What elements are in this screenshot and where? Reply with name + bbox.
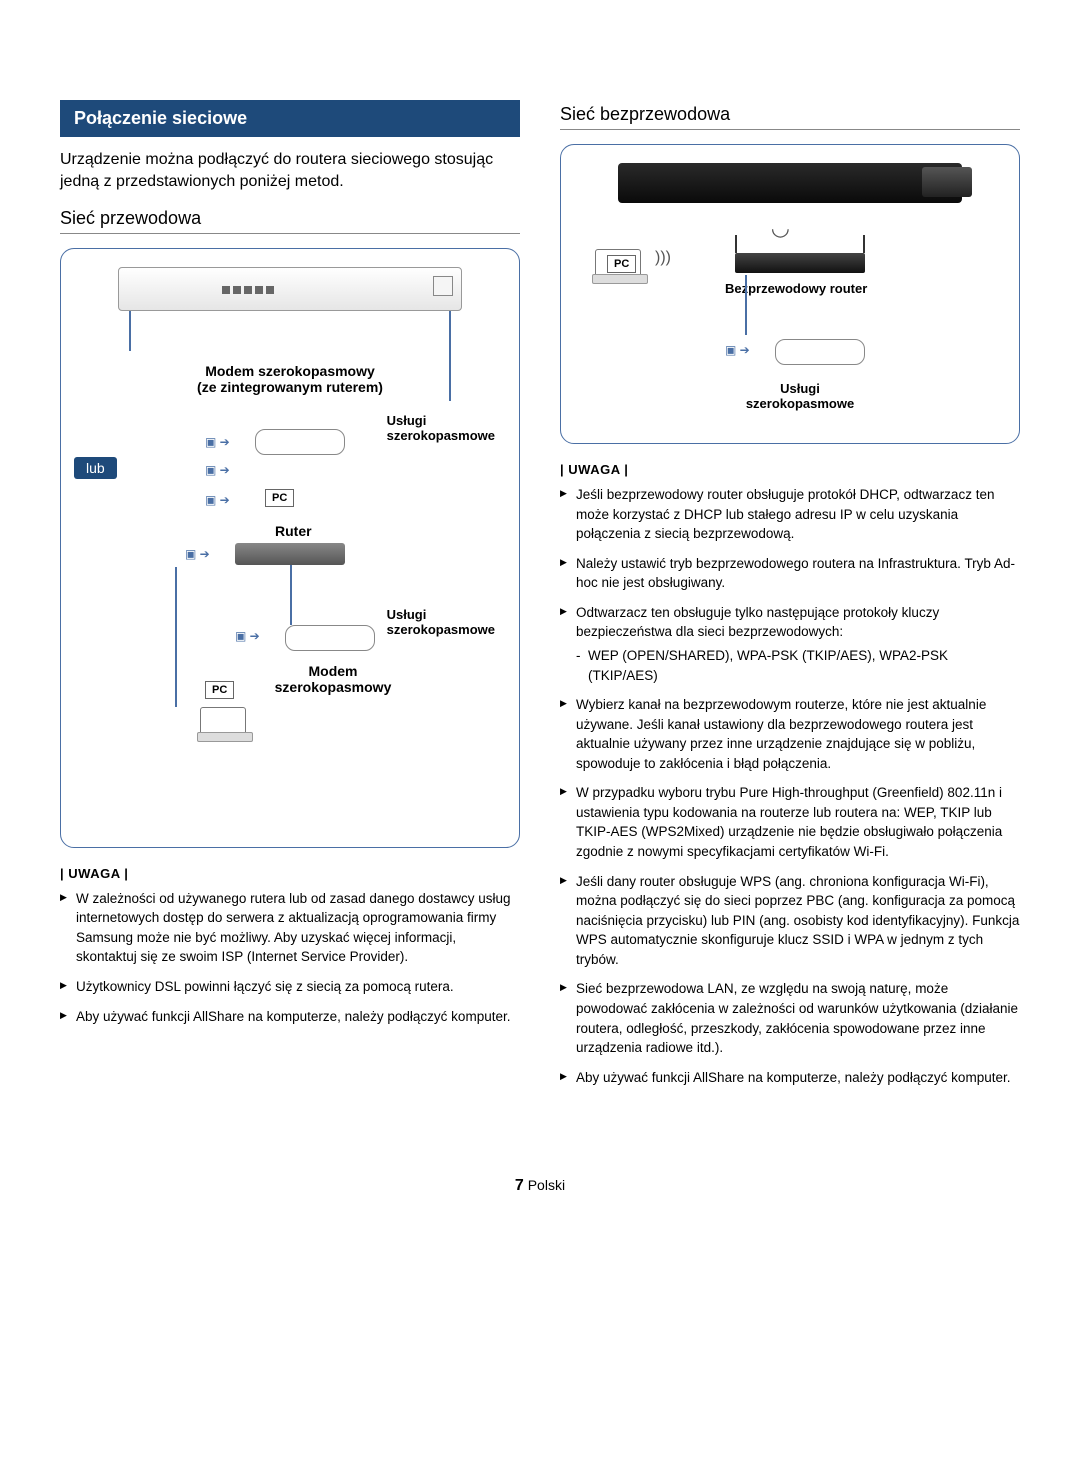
antenna-icon <box>863 235 865 253</box>
broadband-services-label: Usługi szerokopasmowe <box>387 607 495 637</box>
list-item: Jeśli bezprzewodowy router obsługuje pro… <box>560 485 1020 544</box>
player-device-icon <box>618 163 962 203</box>
list-item: W przypadku wyboru trybu Pure High-throu… <box>560 783 1020 861</box>
intro-text: Urządzenie można podłączyć do routera si… <box>60 149 520 194</box>
modem-device-icon <box>255 429 345 455</box>
modem-device-icon <box>775 339 865 365</box>
note-label: | UWAGA | <box>60 866 520 881</box>
broadband-modem-label: Modem szerokopasmowy <box>223 663 443 695</box>
list-item: Sieć bezprzewodowa LAN, ze względu na sw… <box>560 979 1020 1057</box>
modem-integrated-label: Modem szerokopasmowy (ze zintegrowanym r… <box>180 363 400 395</box>
wireless-router-icon <box>735 253 865 273</box>
plug-arrow-icon: ▣ ➔ <box>725 343 750 357</box>
pc-label: PC <box>205 681 234 699</box>
lan-port-icon <box>433 276 453 296</box>
plug-arrow-icon: ▣ ➔ <box>205 435 230 449</box>
page-language: Polski <box>528 1177 565 1193</box>
page-footer: 7 Polski <box>60 1177 1020 1195</box>
page-number: 7 <box>515 1177 524 1194</box>
antenna-icon <box>735 235 737 253</box>
wired-diagram: Modem szerokopasmowy (ze zintegrowanym r… <box>60 248 520 848</box>
plug-arrow-icon: ▣ ➔ <box>205 463 230 477</box>
list-item: Aby używać funkcji AllShare na komputerz… <box>560 1068 1020 1088</box>
note-label: | UWAGA | <box>560 462 1020 477</box>
router-device-icon <box>235 543 345 565</box>
connector-line-icon <box>175 567 177 707</box>
list-item: Odtwarzacz ten obsługuje tylko następują… <box>560 603 1020 685</box>
connector-line-icon <box>290 565 292 625</box>
plug-arrow-icon: ▣ ➔ <box>205 493 230 507</box>
broadband-services-label: Usługi szerokopasmowe <box>387 413 495 443</box>
list-item: Aby używać funkcji AllShare na komputerz… <box>60 1007 520 1027</box>
list-item: Należy ustawić tryb bezprzewodowego rout… <box>560 554 1020 593</box>
disc-tray-icon <box>922 167 972 197</box>
connector-line-icon <box>129 311 131 351</box>
wired-note-list: W zależności od używanego rutera lub od … <box>60 889 520 1026</box>
or-badge: lub <box>74 457 117 479</box>
list-item: Wybierz kanał na bezprzewodowym routerze… <box>560 695 1020 773</box>
wireless-note-list: Jeśli bezprzewodowy router obsługuje pro… <box>560 485 1020 1087</box>
list-item: Użytkownicy DSL powinni łączyć się z sie… <box>60 977 520 997</box>
connector-line-icon <box>745 275 747 335</box>
device-back-panel-icon <box>118 267 462 311</box>
list-item: WEP (OPEN/SHARED), WPA-PSK (TKIP/AES), W… <box>576 646 1020 685</box>
section-header: Połączenie sieciowe <box>60 100 520 137</box>
pc-label: PC <box>607 255 636 273</box>
list-item: W zależności od używanego rutera lub od … <box>60 889 520 967</box>
broadband-services-label: Usługi szerokopasmowe <box>730 381 870 411</box>
laptop-icon <box>200 707 246 737</box>
list-item: Jeśli dany router obsługuje WPS (ang. ch… <box>560 872 1020 970</box>
modem-device-icon <box>285 625 375 651</box>
wireless-diagram: ◡◡◡ PC ))) Bezprzewodowy router ▣ ➔ Usłu… <box>560 144 1020 444</box>
wired-heading: Sieć przewodowa <box>60 208 520 234</box>
wifi-waves-icon: ))) <box>655 249 671 267</box>
connector-line-icon <box>449 311 451 401</box>
pc-label: PC <box>265 489 294 507</box>
router-label: Ruter <box>275 523 312 539</box>
wireless-heading: Sieć bezprzewodowa <box>560 104 1020 130</box>
plug-arrow-icon: ▣ ➔ <box>185 547 210 561</box>
plug-arrow-icon: ▣ ➔ <box>235 629 260 643</box>
